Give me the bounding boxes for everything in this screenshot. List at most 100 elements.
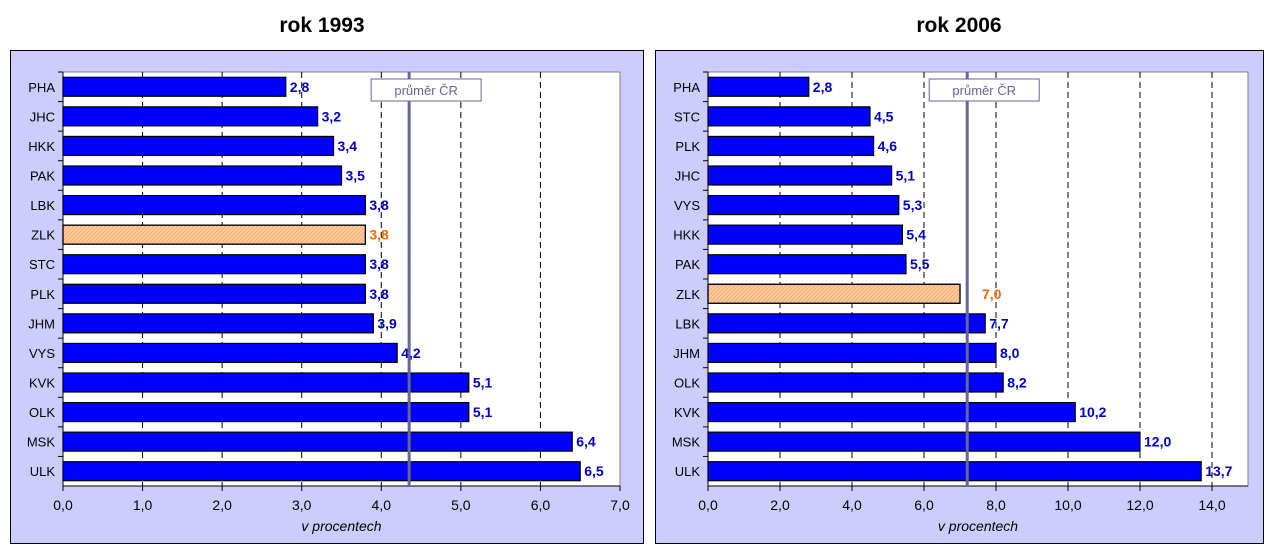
chart-1993-value-label: 3,8 bbox=[369, 286, 389, 302]
chart-2006-category-label: HKK bbox=[673, 228, 700, 243]
chart-1993-x-tick-label: 2,0 bbox=[212, 497, 232, 513]
chart-2006-plot-area bbox=[707, 71, 1249, 487]
chart-1993-category-label: PAK bbox=[30, 169, 55, 184]
chart-1993-category-label: KVK bbox=[29, 376, 55, 391]
chart-1993-plot-area bbox=[62, 71, 621, 487]
chart-1993-category-label: LBK bbox=[30, 198, 55, 213]
chart-2006-value-label: 2,8 bbox=[813, 79, 833, 95]
chart-1993-bar-msk bbox=[62, 431, 573, 452]
chart-1993-bar-lbk bbox=[62, 194, 366, 216]
chart-1993-bar-ulk bbox=[62, 461, 581, 482]
chart-1993-category-label: ULK bbox=[30, 464, 56, 479]
chart-2006-x-axis-label: v procentech bbox=[938, 518, 1018, 534]
chart-2006-value-label: 8,0 bbox=[1000, 345, 1020, 361]
chart-1993-value-label: 3,9 bbox=[377, 315, 397, 331]
chart-2006-bar-jhm bbox=[707, 342, 997, 364]
chart-2006-category-label: KVK bbox=[674, 405, 700, 420]
chart-1993-bar-pak bbox=[62, 165, 343, 186]
chart-1993-category-label: STC bbox=[29, 257, 55, 272]
chart-1993-value-label: 3,4 bbox=[338, 138, 358, 154]
chart-2006-bar-jhc bbox=[707, 165, 893, 186]
chart-2006-bar-lbk bbox=[707, 313, 986, 334]
chart-1993-x-tick-label: 7,0 bbox=[610, 497, 630, 513]
chart-2006-value-label: 8,2 bbox=[1007, 375, 1027, 391]
chart-1993-category-label: VYS bbox=[29, 346, 55, 361]
chart-2006-x-tick-label: 10,0 bbox=[1054, 497, 1081, 513]
chart-2006-x-tick-label: 0,0 bbox=[698, 497, 718, 513]
chart-1993-value-label: 3,5 bbox=[346, 168, 366, 184]
chart-1993-x-tick-label: 4,0 bbox=[372, 497, 392, 513]
chart-1993-value-label: 3,8 bbox=[369, 227, 389, 243]
chart-2006-bar-ulk bbox=[707, 461, 1202, 482]
chart-1993-bar-stc bbox=[62, 254, 366, 275]
chart-2006-reference-label-box bbox=[928, 78, 1040, 102]
chart-1993-x-tick-label: 0,0 bbox=[53, 497, 73, 513]
chart-1993-value-label: 5,1 bbox=[473, 404, 493, 420]
chart-2006: 0,0 2,0 4,0 6,0 8,0 10,0 12,0 14,0 v procentech P… bbox=[655, 50, 1264, 544]
chart-1993-category-label: MSK bbox=[27, 435, 56, 450]
chart-1993-bar-jhc bbox=[62, 106, 319, 127]
chart-1993-bar-vys bbox=[62, 342, 398, 364]
chart-1993-value-label: 5,1 bbox=[473, 375, 493, 391]
chart-2006-bar-msk bbox=[707, 431, 1141, 452]
chart-1993-category-label: JHM bbox=[28, 316, 55, 331]
chart-2006-value-label: 5,1 bbox=[896, 168, 916, 184]
chart-2006-category-label: ZLK bbox=[676, 287, 700, 302]
chart-2006-x-tick-label: 12,0 bbox=[1126, 497, 1153, 513]
chart-2006-x-tick-label: 14,0 bbox=[1198, 497, 1225, 513]
chart-2006-category-label: OLK bbox=[674, 376, 700, 391]
chart-1993-x-tick-label: 1,0 bbox=[133, 497, 153, 513]
chart-2006-reference-label: průměr ČR bbox=[952, 83, 1016, 98]
chart-1993-x-tick-label: 5,0 bbox=[451, 497, 471, 513]
chart-2006-category-label: PAK bbox=[675, 257, 700, 272]
chart-2006-category-label: STC bbox=[674, 109, 700, 124]
chart-1993-category-label: JHC bbox=[30, 109, 55, 124]
chart-2006-value-label: 4,6 bbox=[878, 138, 898, 154]
chart-1993: 0,0 1,0 2,0 3,0 4,0 5,0 6,0 7,0 v procentech PHA 2… bbox=[10, 50, 644, 544]
chart-2006-bar-hkk bbox=[707, 224, 903, 245]
chart-1993-reference-label-box bbox=[370, 78, 482, 102]
chart-1993-category-label: PLK bbox=[30, 287, 55, 302]
chart-1993-category-label: HKK bbox=[28, 139, 55, 154]
chart-1993-value-label: 6,4 bbox=[576, 434, 596, 450]
chart-2006-value-label: 12,0 bbox=[1144, 434, 1171, 450]
chart-2006-x-tick-label: 6,0 bbox=[914, 497, 934, 513]
chart-2006-value-label: 5,3 bbox=[903, 197, 923, 213]
chart-2006-category-label: PHA bbox=[673, 80, 700, 95]
chart-1993-value-label: 4,2 bbox=[401, 345, 421, 361]
chart-1993-x-axis-label: v procentech bbox=[301, 518, 381, 534]
chart-1993-category-label: PHA bbox=[28, 80, 55, 95]
chart-2006-title: rok 2006 bbox=[916, 14, 1002, 37]
chart-2006-x-tick-label: 2,0 bbox=[770, 497, 790, 513]
chart-2006-value-label: 7,0 bbox=[982, 286, 1002, 302]
chart-1993-value-label: 3,8 bbox=[369, 256, 389, 272]
chart-1993-value-label: 6,5 bbox=[584, 463, 604, 479]
chart-2006-bar-olk bbox=[707, 372, 1004, 393]
chart-2006-category-label: JHM bbox=[673, 346, 700, 361]
chart-2006-bar-plk bbox=[707, 135, 875, 157]
chart-2006-bar-pha bbox=[707, 76, 810, 97]
chart-1993-x-tick-label: 6,0 bbox=[531, 497, 551, 513]
chart-2006-category-label: MSK bbox=[672, 435, 701, 450]
chart-2006-value-label: 5,4 bbox=[906, 227, 926, 243]
chart-1993-bar-jhm bbox=[62, 313, 374, 334]
chart-2006-bar-vys bbox=[707, 194, 900, 216]
chart-2006-bar-pak bbox=[707, 254, 907, 275]
chart-2006-value-label: 5,5 bbox=[910, 256, 930, 272]
chart-2006-value-label: 13,7 bbox=[1205, 463, 1232, 479]
chart-2006-value-label: 10,2 bbox=[1079, 404, 1106, 420]
chart-2006-category-label: LBK bbox=[675, 316, 700, 331]
chart-1993-category-label: OLK bbox=[29, 405, 55, 420]
chart-2006-x-tick-label: 8,0 bbox=[986, 497, 1006, 513]
chart-2006-value-label: 4,5 bbox=[874, 108, 894, 124]
chart-2006-category-label: VYS bbox=[674, 198, 700, 213]
chart-1993-value-label: 3,8 bbox=[369, 197, 389, 213]
chart-1993-highlight-hatch bbox=[63, 225, 366, 245]
chart-1993-x-tick-label: 3,0 bbox=[292, 497, 312, 513]
chart-2006-category-label: PLK bbox=[675, 139, 700, 154]
chart-2006-x-tick-label: 4,0 bbox=[842, 497, 862, 513]
chart-2006-highlight-hatch bbox=[708, 284, 960, 304]
chart-1993-category-label: ZLK bbox=[31, 228, 55, 243]
chart-2006-value-label: 7,7 bbox=[989, 315, 1009, 331]
chart-1993-value-label: 2,8 bbox=[290, 79, 310, 95]
